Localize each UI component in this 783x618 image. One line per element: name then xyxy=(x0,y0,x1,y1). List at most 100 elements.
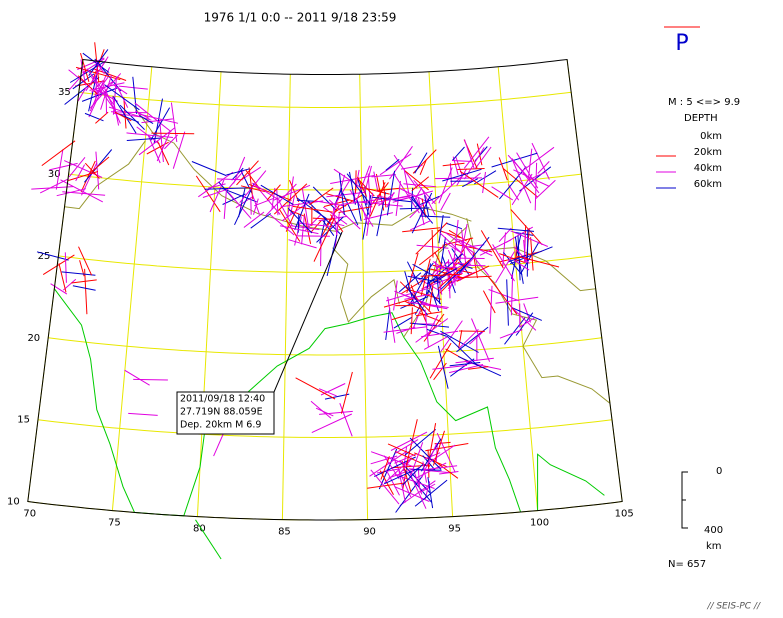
p-axis xyxy=(510,274,514,316)
p-axis xyxy=(367,173,372,213)
lat-label: 35 xyxy=(58,87,71,98)
p-axis xyxy=(326,193,354,202)
p-axis xyxy=(421,272,463,290)
p-axis xyxy=(357,179,370,215)
p-axis xyxy=(383,326,427,333)
p-axis xyxy=(94,58,122,92)
p-axis xyxy=(69,60,106,83)
leader-line xyxy=(273,231,343,393)
p-axis xyxy=(406,261,420,286)
p-axis xyxy=(376,192,386,237)
p-axis xyxy=(75,66,121,81)
p-axis xyxy=(414,195,424,216)
p-axis xyxy=(310,400,332,419)
p-axis xyxy=(489,285,493,334)
coastline xyxy=(537,453,605,511)
p-axis xyxy=(415,222,448,255)
p-axis xyxy=(94,75,110,96)
p-axis xyxy=(239,170,267,204)
p-axis xyxy=(523,232,526,263)
p-axis xyxy=(393,316,413,329)
p-axis xyxy=(81,162,98,196)
p-axis xyxy=(465,264,486,267)
p-axis xyxy=(471,318,491,362)
p-axis xyxy=(407,301,448,310)
p-axis xyxy=(516,255,560,268)
p-axis xyxy=(313,218,335,262)
grid-line xyxy=(497,66,539,511)
border xyxy=(133,106,472,232)
p-axis xyxy=(64,76,100,105)
p-axis xyxy=(118,85,148,90)
p-axis xyxy=(119,104,145,130)
p-axis xyxy=(530,237,534,271)
p-axis xyxy=(399,193,423,201)
p-axis xyxy=(475,146,492,169)
border xyxy=(64,140,146,210)
p-axis xyxy=(399,207,430,210)
p-axis xyxy=(458,236,490,275)
p-axis xyxy=(456,265,490,282)
p-axis xyxy=(437,259,471,289)
p-axis xyxy=(427,449,430,478)
p-axis xyxy=(520,241,540,275)
p-axis xyxy=(438,215,444,244)
p-axis xyxy=(439,471,459,475)
p-axis xyxy=(495,296,539,304)
p-axis xyxy=(455,357,494,364)
p-axis xyxy=(202,188,229,198)
p-axis xyxy=(411,176,430,192)
p-axis xyxy=(88,49,109,76)
p-axis xyxy=(528,171,546,181)
p-axis xyxy=(124,369,150,386)
p-axis xyxy=(112,96,120,126)
grid-line xyxy=(78,91,572,108)
p-axis xyxy=(452,258,456,286)
p-axis xyxy=(340,371,353,414)
p-axis xyxy=(80,59,87,86)
lat-label: 25 xyxy=(38,251,51,262)
p-axis xyxy=(403,183,437,188)
p-axis xyxy=(62,191,106,196)
lon-label: 85 xyxy=(278,527,291,538)
p-axis xyxy=(112,83,128,95)
p-axis xyxy=(461,229,467,264)
p-axis xyxy=(463,136,490,169)
p-axis xyxy=(251,194,260,215)
p-axis xyxy=(442,162,465,167)
p-symbol: P xyxy=(675,31,688,56)
p-axis xyxy=(406,419,418,466)
p-axis xyxy=(240,185,266,193)
p-axis xyxy=(223,188,227,219)
p-axis xyxy=(114,111,132,122)
p-axis xyxy=(427,477,434,509)
p-axis xyxy=(386,170,396,216)
depth-title: DEPTH xyxy=(684,113,718,124)
p-axis xyxy=(419,483,436,493)
p-axis xyxy=(96,56,109,74)
p-axis xyxy=(366,192,374,236)
p-axis xyxy=(465,244,485,248)
p-axis xyxy=(296,199,315,202)
p-axis xyxy=(386,287,431,302)
p-axis xyxy=(253,198,259,215)
p-axis xyxy=(346,173,372,206)
p-axis xyxy=(499,250,543,263)
p-axis xyxy=(356,200,362,222)
lon-label: 70 xyxy=(23,509,36,520)
p-axis xyxy=(269,214,295,236)
p-axis xyxy=(314,200,347,207)
p-axis xyxy=(95,111,109,124)
p-axis xyxy=(395,451,430,468)
p-axis xyxy=(395,439,419,454)
p-axis xyxy=(458,328,479,349)
coastline xyxy=(53,288,522,517)
depth-scale: 0 400 km xyxy=(681,466,723,552)
p-axis xyxy=(451,160,473,162)
p-axis xyxy=(423,336,448,350)
p-axis xyxy=(411,195,426,217)
grid-line xyxy=(68,173,582,191)
p-axis xyxy=(428,444,456,464)
p-axis xyxy=(280,200,324,208)
p-axis xyxy=(405,286,428,316)
